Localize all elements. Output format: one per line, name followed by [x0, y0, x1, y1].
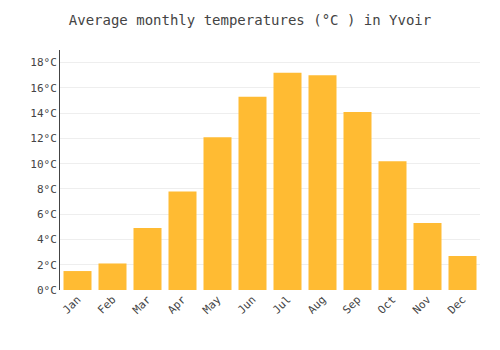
svg-text:Jan: Jan	[60, 293, 83, 316]
svg-text:Mar: Mar	[130, 293, 154, 317]
svg-text:10°C: 10°C	[30, 158, 57, 171]
svg-text:Sep: Sep	[340, 293, 363, 316]
svg-text:6°C: 6°C	[37, 208, 57, 221]
svg-text:8°C: 8°C	[37, 183, 57, 196]
svg-text:Dec: Dec	[445, 293, 468, 316]
svg-text:Apr: Apr	[165, 293, 189, 317]
svg-text:12°C: 12°C	[30, 132, 57, 145]
svg-text:Oct: Oct	[375, 293, 398, 316]
svg-text:Average monthly temperatures (: Average monthly temperatures (°C ) in Yv…	[69, 12, 431, 28]
svg-text:Feb: Feb	[95, 293, 118, 316]
svg-text:Jun: Jun	[235, 293, 258, 316]
svg-text:0°C: 0°C	[37, 284, 57, 297]
svg-text:Nov: Nov	[410, 293, 434, 317]
svg-text:Aug: Aug	[305, 293, 328, 316]
svg-text:2°C: 2°C	[37, 259, 57, 272]
svg-text:May: May	[200, 293, 224, 317]
svg-text:14°C: 14°C	[30, 107, 57, 120]
svg-text:16°C: 16°C	[30, 82, 57, 95]
svg-text:18°C: 18°C	[30, 56, 57, 69]
svg-text:Jul: Jul	[270, 293, 293, 316]
svg-text:4°C: 4°C	[37, 233, 57, 246]
